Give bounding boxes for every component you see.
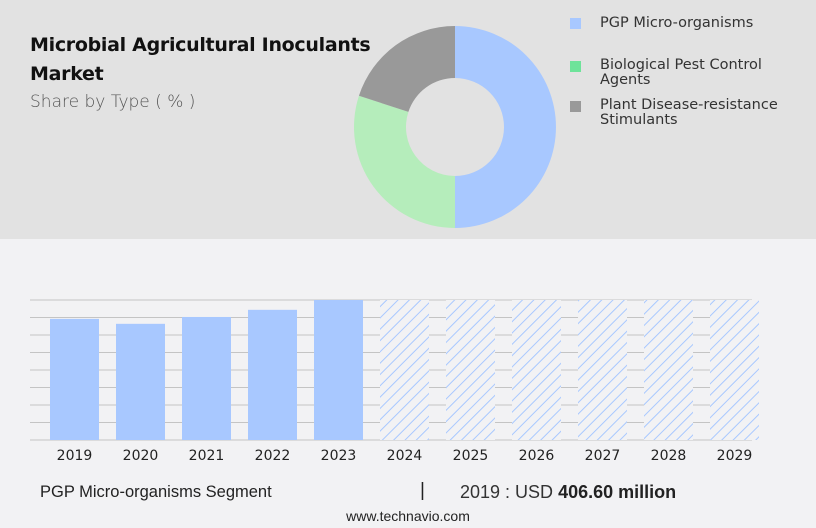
forecast-bar [644, 300, 693, 440]
legend-label-cont: Agents [600, 72, 651, 88]
x-tick-label: 2026 [519, 448, 555, 464]
legend-label: PGP Micro-organisms [600, 15, 754, 31]
bar-chart: 2019 2020 2021 2022 2023 2024 2025 2026 2027 2028… [30, 299, 759, 464]
segment-value: 2019 : USD 406.60 million [460, 482, 676, 503]
chart-subtitle: Share by Type ( % ) [30, 92, 196, 112]
legend-swatch-icon [570, 18, 581, 29]
x-tick-label: 2025 [453, 448, 489, 464]
forecast-bar [512, 300, 561, 440]
bar [50, 318, 99, 440]
bar [182, 316, 231, 440]
forecast-bar [578, 300, 627, 440]
x-tick-label: 2024 [387, 448, 423, 464]
donut-chart [354, 26, 556, 229]
chart-title: Microbial Agricultural Inoculants Market [30, 34, 371, 85]
donut-slice [358, 26, 455, 112]
segment-label: PGP Micro-organisms Segment [40, 483, 272, 501]
bar [248, 309, 297, 440]
divider: | [420, 480, 425, 501]
x-tick-label: 2028 [651, 448, 687, 464]
legend-swatch-icon [570, 101, 581, 112]
forecast-bar [380, 300, 429, 440]
forecast-bar [710, 300, 759, 440]
donut-slice [455, 26, 556, 228]
x-tick-label: 2021 [189, 448, 225, 464]
x-tick-label: 2023 [321, 448, 357, 464]
legend-label: Biological Pest Control [600, 57, 762, 73]
bar [116, 323, 165, 440]
x-tick-label: 2027 [585, 448, 621, 464]
legend-label: Plant Disease-resistance [600, 97, 778, 113]
legend-swatch-icon [570, 61, 581, 72]
x-tick-label: 2020 [123, 448, 159, 464]
source-url: www.technavio.com [346, 508, 470, 524]
x-tick-label: 2029 [717, 448, 753, 464]
forecast-bar [446, 300, 495, 440]
x-tick-label: 2019 [57, 448, 93, 464]
donut-slice [354, 95, 455, 229]
bar [314, 300, 363, 440]
x-tick-label: 2022 [255, 448, 291, 464]
value-prefix: 2019 : USD [460, 482, 559, 502]
legend-label-cont: Stimulants [600, 112, 678, 128]
value-amount: 406.60 million [558, 482, 677, 502]
